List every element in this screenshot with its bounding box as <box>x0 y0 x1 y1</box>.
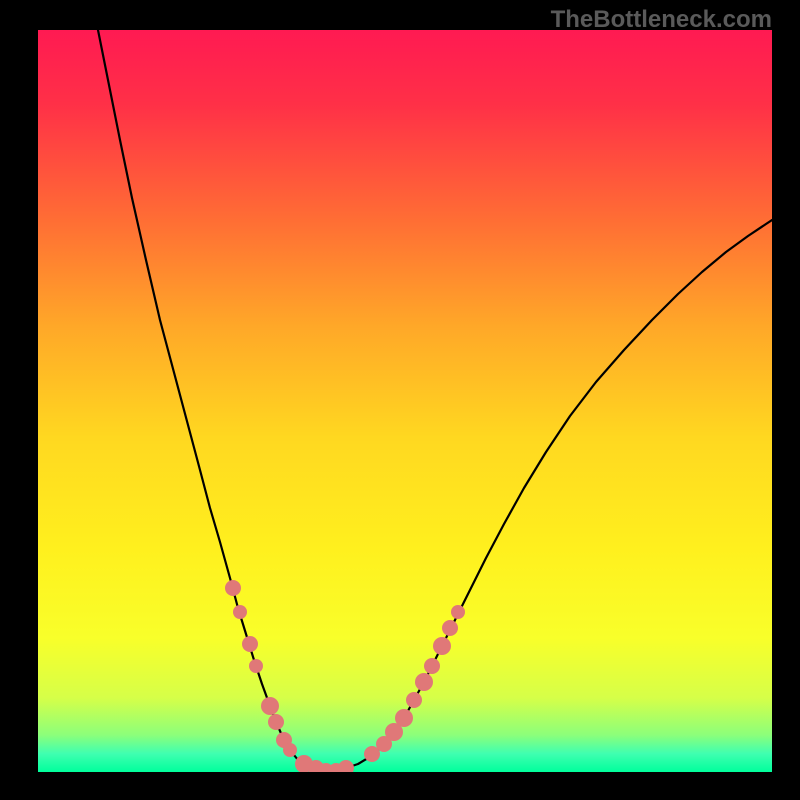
data-marker <box>406 692 422 708</box>
data-marker <box>233 605 247 619</box>
plot-svg <box>38 30 772 772</box>
data-marker <box>424 658 440 674</box>
data-marker <box>283 743 297 757</box>
data-marker <box>433 637 451 655</box>
data-marker <box>442 620 458 636</box>
data-marker <box>225 580 241 596</box>
data-marker <box>261 697 279 715</box>
data-marker <box>242 636 258 652</box>
plot-area <box>38 30 772 772</box>
watermark-text: TheBottleneck.com <box>551 6 772 34</box>
gradient-background <box>38 30 772 772</box>
data-marker <box>451 605 465 619</box>
data-marker <box>249 659 263 673</box>
data-marker <box>415 673 433 691</box>
data-marker <box>395 709 413 727</box>
data-marker <box>268 714 284 730</box>
chart-wrap: TheBottleneck.com <box>0 0 800 800</box>
